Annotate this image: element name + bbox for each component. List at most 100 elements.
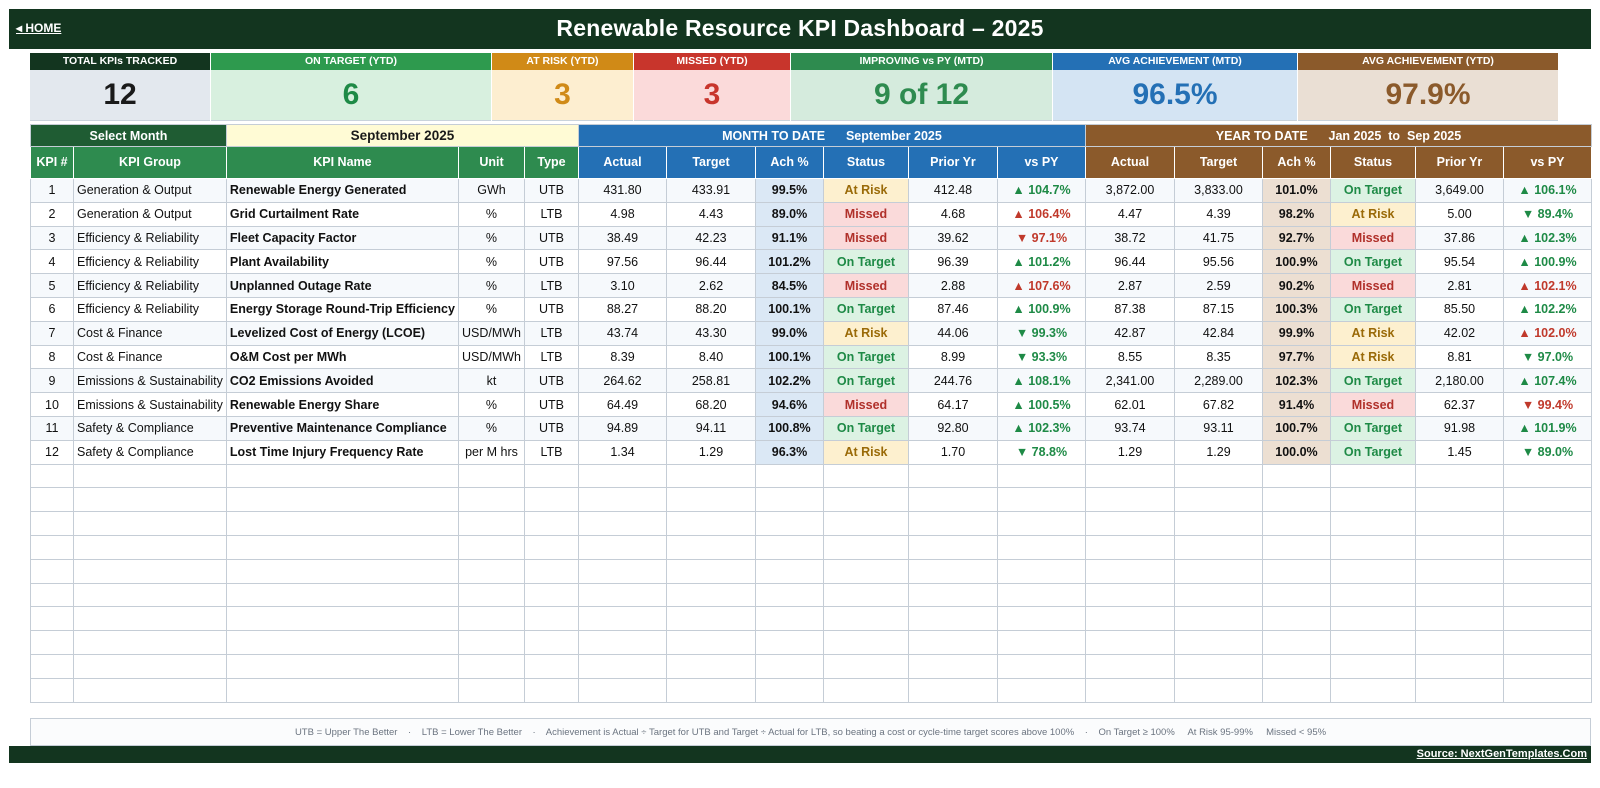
empty-cell <box>754 511 824 536</box>
mtd-actual: 264.62 <box>577 368 667 394</box>
kpi-name: CO2 Emissions Avoided <box>225 368 459 394</box>
card-value: 3 <box>492 70 633 121</box>
kpi-group: Cost & Finance <box>73 344 227 370</box>
ytd-prior: 42.02 <box>1414 320 1504 346</box>
mtd-target: 42.23 <box>665 225 756 251</box>
kpi-group: Emissions & Sustainability <box>73 392 227 417</box>
mtd-vs-py: ▼ 78.8% <box>996 439 1086 465</box>
empty-cell <box>523 606 579 632</box>
empty-cell <box>1173 487 1263 513</box>
ytd-actual: 96.44 <box>1084 249 1175 275</box>
kpi-name: Plant Availability <box>225 249 459 275</box>
empty-cell <box>457 558 525 584</box>
kpi-name: Grid Curtailment Rate <box>225 201 459 227</box>
empty-row <box>30 558 1592 584</box>
mtd-prior: 4.68 <box>907 201 998 227</box>
empty-cell <box>1502 558 1592 584</box>
empty-cell <box>996 677 1086 703</box>
ytd-status: Missed <box>1329 225 1416 251</box>
empty-cell <box>1084 534 1175 560</box>
empty-cell <box>754 630 824 655</box>
empty-cell <box>1502 630 1592 655</box>
kpi-type: LTB <box>523 344 579 370</box>
kpi-unit: % <box>457 296 525 322</box>
mtd-target: 4.43 <box>665 201 756 227</box>
kpi-name: Lost Time Injury Frequency Rate <box>225 439 459 465</box>
month-select[interactable]: September 2025 <box>225 124 579 147</box>
empty-row <box>30 511 1592 536</box>
table-row: 8 Cost & Finance O&M Cost per MWh USD/MWh LT… <box>30 344 1592 370</box>
empty-cell <box>577 653 667 679</box>
empty-cell <box>30 487 74 513</box>
summary-card: AT RISK (YTD) 3 <box>492 53 634 121</box>
empty-cell <box>577 511 667 536</box>
empty-cell <box>225 606 459 632</box>
mtd-status: On Target <box>822 415 909 441</box>
source-link[interactable]: Source: NextGenTemplates.Com <box>1416 748 1587 760</box>
empty-cell <box>822 511 909 536</box>
empty-cell <box>1084 463 1175 489</box>
column-header: KPI Group <box>73 146 227 179</box>
empty-cell <box>822 630 909 655</box>
ytd-status: On Target <box>1329 249 1416 275</box>
empty-cell <box>73 511 227 536</box>
empty-cell <box>907 677 998 703</box>
empty-cell <box>1414 653 1504 679</box>
mtd-prior: 2.88 <box>907 273 998 298</box>
empty-cell <box>30 463 74 489</box>
column-header: Actual <box>577 146 667 179</box>
mtd-prior: 412.48 <box>907 178 998 203</box>
empty-cell <box>225 463 459 489</box>
ytd-ach: 99.9% <box>1261 320 1331 346</box>
kpi-name: Renewable Energy Share <box>225 392 459 417</box>
mtd-ach: 94.6% <box>754 392 824 417</box>
kpi-group: Efficiency & Reliability <box>73 296 227 322</box>
card-label: AVG ACHIEVEMENT (MTD) <box>1053 53 1297 70</box>
kpi-name: Fleet Capacity Factor <box>225 225 459 251</box>
empty-cell <box>577 606 667 632</box>
kpi-unit: USD/MWh <box>457 320 525 346</box>
kpi-number: 5 <box>30 273 74 298</box>
mtd-actual: 4.98 <box>577 201 667 227</box>
select-month-label: Select Month <box>30 124 227 147</box>
mtd-vs-py: ▲ 102.3% <box>996 415 1086 441</box>
empty-cell <box>225 630 459 655</box>
empty-cell <box>754 677 824 703</box>
ytd-prior: 1.45 <box>1414 439 1504 465</box>
empty-row <box>30 582 1592 608</box>
ytd-status: On Target <box>1329 178 1416 203</box>
kpi-unit: % <box>457 201 525 227</box>
ytd-vs-py: ▲ 102.3% <box>1502 225 1592 251</box>
mtd-ach: 89.0% <box>754 201 824 227</box>
column-header: KPI # <box>30 146 74 179</box>
home-link[interactable]: ◂ HOME <box>16 21 62 35</box>
mtd-status: On Target <box>822 344 909 370</box>
empty-cell <box>30 558 74 584</box>
mtd-target: 68.20 <box>665 392 756 417</box>
mtd-vs-py: ▲ 101.2% <box>996 249 1086 275</box>
empty-cell <box>73 606 227 632</box>
empty-cell <box>523 463 579 489</box>
empty-row <box>30 487 1592 513</box>
card-label: AT RISK (YTD) <box>492 53 633 70</box>
summary-card: AVG ACHIEVEMENT (YTD) 97.9% <box>1298 53 1559 121</box>
ytd-actual: 1.29 <box>1084 439 1175 465</box>
ytd-target: 4.39 <box>1173 201 1263 227</box>
empty-cell <box>1173 582 1263 608</box>
empty-cell <box>996 606 1086 632</box>
empty-cell <box>457 677 525 703</box>
empty-cell <box>1329 558 1416 584</box>
empty-cell <box>1261 487 1331 513</box>
ytd-prior: 2,180.00 <box>1414 368 1504 394</box>
kpi-group: Cost & Finance <box>73 320 227 346</box>
mtd-target: 94.11 <box>665 415 756 441</box>
empty-cell <box>577 534 667 560</box>
mtd-ach: 84.5% <box>754 273 824 298</box>
empty-cell <box>1329 463 1416 489</box>
ytd-target: 95.56 <box>1173 249 1263 275</box>
empty-cell <box>822 677 909 703</box>
table-row: 3 Efficiency & Reliability Fleet Capacity … <box>30 225 1592 251</box>
empty-cell <box>577 487 667 513</box>
legend-note: UTB = Upper The Better · LTB = Lower The… <box>30 718 1591 746</box>
mtd-prior: 92.80 <box>907 415 998 441</box>
